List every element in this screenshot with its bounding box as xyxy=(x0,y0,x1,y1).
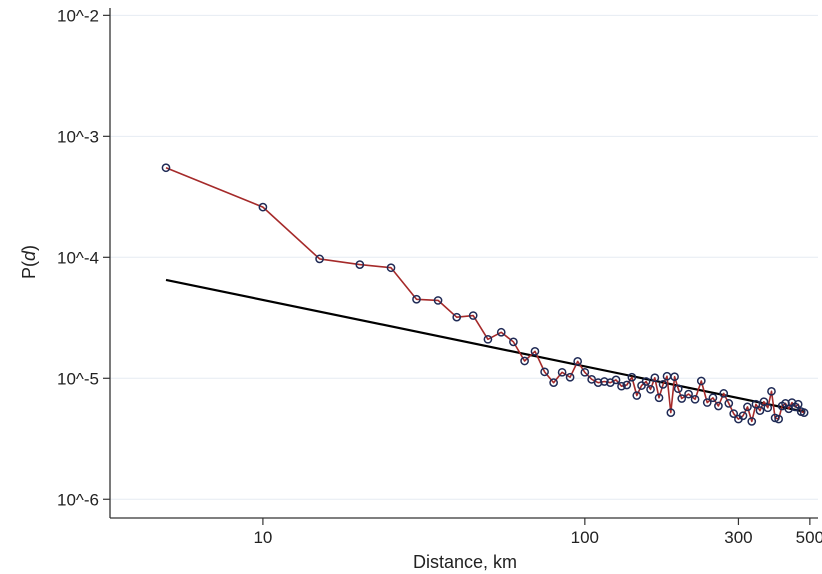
data-point xyxy=(520,356,529,366)
data-point xyxy=(666,408,676,417)
data-point xyxy=(549,378,558,388)
x-tick-label: 10 xyxy=(253,528,272,547)
y-axis-title: P(d) xyxy=(19,245,39,279)
data-point xyxy=(580,367,590,377)
data-point xyxy=(412,294,421,304)
y-tick-label: 10^-2 xyxy=(57,6,99,25)
fit-line-layer xyxy=(165,278,805,413)
data-point xyxy=(708,393,718,403)
data-point xyxy=(799,408,809,417)
data-point xyxy=(793,399,803,409)
x-axis-title: Distance, km xyxy=(413,552,517,572)
x-tick-label: 300 xyxy=(724,528,752,547)
y-axis-title-variable: d xyxy=(19,250,39,261)
x-axis: 10 100 300 500 xyxy=(110,517,822,547)
data-point xyxy=(632,391,642,400)
data-point xyxy=(452,312,462,322)
x-tick-label: 100 xyxy=(571,528,599,547)
y-tick-label: 10^-5 xyxy=(57,369,99,388)
fit-line xyxy=(165,278,805,413)
data-point xyxy=(670,372,679,382)
data-point xyxy=(587,374,597,384)
data-point xyxy=(161,163,171,173)
data-point xyxy=(509,337,518,347)
y-tick-label: 10^-3 xyxy=(57,127,99,146)
data-point xyxy=(315,254,324,264)
data-point xyxy=(622,380,632,390)
data-point xyxy=(593,378,603,388)
data-point xyxy=(573,357,583,366)
data-point xyxy=(654,393,664,403)
data-point xyxy=(433,296,443,305)
data-point xyxy=(774,414,784,424)
gridlines xyxy=(110,14,818,500)
y-axis-title-main: P xyxy=(19,267,39,279)
data-point xyxy=(565,372,575,382)
data-point xyxy=(658,380,668,389)
empirical-series xyxy=(161,163,809,426)
data-point xyxy=(386,263,396,273)
empirical-line xyxy=(165,166,805,423)
data-point xyxy=(696,376,706,386)
y-tick-label: 10^-6 xyxy=(57,490,99,509)
data-point xyxy=(690,394,700,404)
data-point xyxy=(719,389,729,398)
data-point xyxy=(483,334,493,344)
x-tick-label: 500 xyxy=(796,528,822,547)
data-point xyxy=(650,373,660,383)
data-point xyxy=(751,399,761,409)
data-point xyxy=(673,384,683,394)
data-point xyxy=(557,367,567,377)
data-point xyxy=(738,411,748,421)
data-point xyxy=(759,397,769,407)
data-point xyxy=(540,367,549,377)
data-point xyxy=(355,260,365,269)
data-point xyxy=(611,375,621,385)
data-point xyxy=(627,372,637,382)
data-point xyxy=(702,398,712,407)
data-point xyxy=(684,389,693,399)
data-point xyxy=(743,402,752,412)
y-tick-label: 10^-4 xyxy=(57,248,99,267)
data-point xyxy=(677,394,687,403)
data-point xyxy=(714,401,723,411)
data-point xyxy=(729,409,739,419)
y-axis: 10^-2 10^-3 10^-4 10^-5 10^-6 xyxy=(57,6,111,518)
data-point xyxy=(767,386,776,396)
data-point xyxy=(617,381,626,391)
data-point xyxy=(641,377,651,386)
data-point xyxy=(763,403,773,413)
data-point xyxy=(724,399,734,408)
data-point xyxy=(600,377,609,386)
data-point xyxy=(496,327,506,337)
data-point xyxy=(755,406,765,416)
data-point xyxy=(646,385,655,394)
data-point xyxy=(468,311,478,320)
data-point xyxy=(530,346,540,356)
data-point xyxy=(258,202,268,212)
data-point xyxy=(747,417,757,426)
